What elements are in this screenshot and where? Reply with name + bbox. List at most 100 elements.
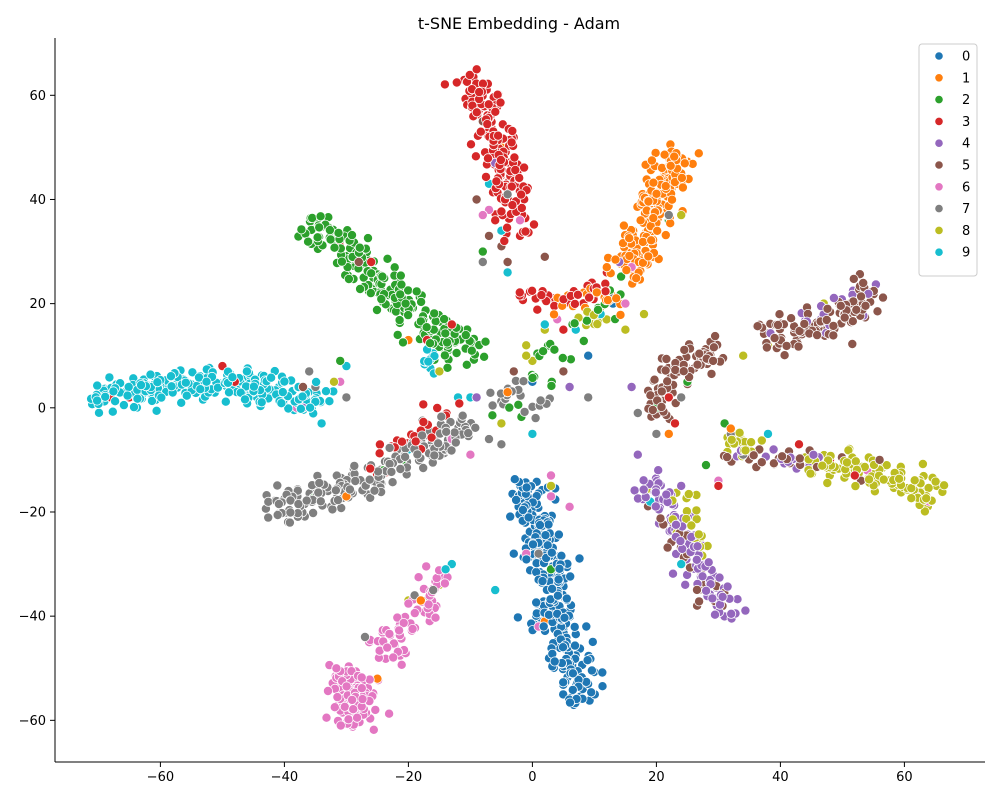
scatter-point-class-3 [514,287,525,298]
scatter-point-class-3 [454,398,465,409]
scatter-point-class-6 [388,652,399,663]
scatter-point-class-7 [263,512,274,523]
scatter-point-class-9 [276,398,287,409]
scatter-point-class-2 [394,315,405,326]
scatter-point-class-6 [394,625,405,636]
scatter-point-class-6 [477,210,488,221]
scatter-point-class-5 [502,256,513,267]
scatter-point-class-1 [648,177,659,188]
scatter-point-class-5 [692,359,703,370]
scatter-point-class-5 [872,306,883,317]
scatter-point-class-8 [693,529,704,540]
scatter-point-class-3 [572,289,583,300]
scatter-point-class-3 [365,463,376,474]
scatter-point-class-2 [396,279,407,290]
legend: 0 1 2 3 4 5 6 7 8 9 [918,43,978,277]
scatter-point-class-8 [919,506,930,517]
scatter-point-class-3 [520,226,531,237]
scatter-point-class-2 [343,273,354,284]
scatter-point-class-3 [493,130,504,141]
scatter-point-class-4 [680,579,691,590]
scatter-point-class-5 [679,344,690,355]
scatter-point-class-7 [457,410,468,421]
legend-marker-9 [934,247,944,257]
scatter-point-class-8 [817,460,828,471]
scatter-point-class-7 [487,400,498,411]
scatter-point-class-2 [701,460,712,471]
scatter-point-class-1 [669,151,680,162]
scatter-point-class-6 [515,215,526,226]
scatter-point-class-9 [311,376,322,387]
scatter-point-class-9 [305,402,316,413]
scatter-point-class-3 [558,324,569,335]
scatter-point-class-4 [703,557,714,568]
scatter-point-class-5 [812,330,823,341]
scatter-point-class-6 [620,298,631,309]
scatter-point-class-6 [392,612,403,623]
scatter-point-class-7 [327,504,338,515]
scatter-point-class-1 [624,250,635,261]
scatter-point-class-2 [333,227,344,238]
scatter-point-class-6 [331,663,342,674]
scatter-point-class-8 [921,493,932,504]
scatter-point-class-5 [710,331,721,342]
scatter-point-class-4 [676,480,687,491]
scatter-point-class-9 [490,585,501,596]
scatter-point-class-2 [365,288,376,299]
scatter-point-class-9 [156,392,167,403]
scatter-point-class-6 [423,599,434,610]
scatter-point-class-7 [349,460,360,471]
legend-marker-4 [934,138,944,148]
x-tick-label: −40 [271,770,298,785]
scatter-point-class-8 [496,418,507,429]
scatter-point-class-4 [653,465,664,476]
scatter-point-class-5 [655,513,666,524]
scatter-point-class-9 [277,387,288,398]
legend-marker-5 [934,160,944,170]
scatter-point-class-0 [597,681,608,692]
scatter-point-class-9 [152,377,163,388]
scatter-point-class-3 [506,137,517,148]
scatter-point-class-9 [104,372,115,383]
scatter-point-class-2 [335,355,346,366]
scatter-point-class-3 [536,290,547,301]
scatter-point-class-1 [618,220,629,231]
scatter-point-class-6 [347,694,358,705]
scatter-point-class-2 [416,296,427,307]
scatter-point-class-3 [670,418,681,429]
scatter-point-class-9 [122,390,133,401]
scatter-point-class-3 [366,256,377,267]
scatter-point-class-5 [645,390,656,401]
scatter-point-class-2 [395,289,406,300]
scatter-point-class-0 [559,612,570,623]
scatter-point-class-5 [781,340,792,351]
scatter-point-class-3 [490,215,501,226]
scatter-point-class-6 [421,561,432,572]
scatter-point-class-6 [356,683,367,694]
scatter-point-class-7 [436,411,447,422]
scatter-point-class-1 [415,595,426,606]
scatter-point-class-1 [621,265,632,276]
scatter-point-class-5 [297,381,308,392]
scatter-point-class-1 [643,251,654,262]
scatter-point-class-5 [471,194,482,205]
scatter-point-class-0 [567,684,578,695]
scatter-point-class-3 [374,439,385,450]
scatter-point-class-1 [602,295,613,306]
scatter-point-class-7 [369,485,380,496]
scatter-point-class-2 [477,246,488,257]
scatter-point-class-2 [397,337,408,348]
scatter-point-class-5 [483,230,494,241]
y-tick-label: 40 [29,193,46,208]
scatter-point-class-8 [930,476,941,487]
scatter-point-class-8 [691,505,702,516]
scatter-point-class-5 [661,353,672,364]
scatter-point-class-9 [241,366,252,377]
scatter-point-class-6 [356,672,367,683]
scatter-point-class-6 [403,598,414,609]
scatter-point-class-3 [849,470,860,481]
scatter-point-class-0 [554,563,565,574]
scatter-point-class-1 [635,215,646,226]
scatter-point-class-5 [656,401,667,412]
